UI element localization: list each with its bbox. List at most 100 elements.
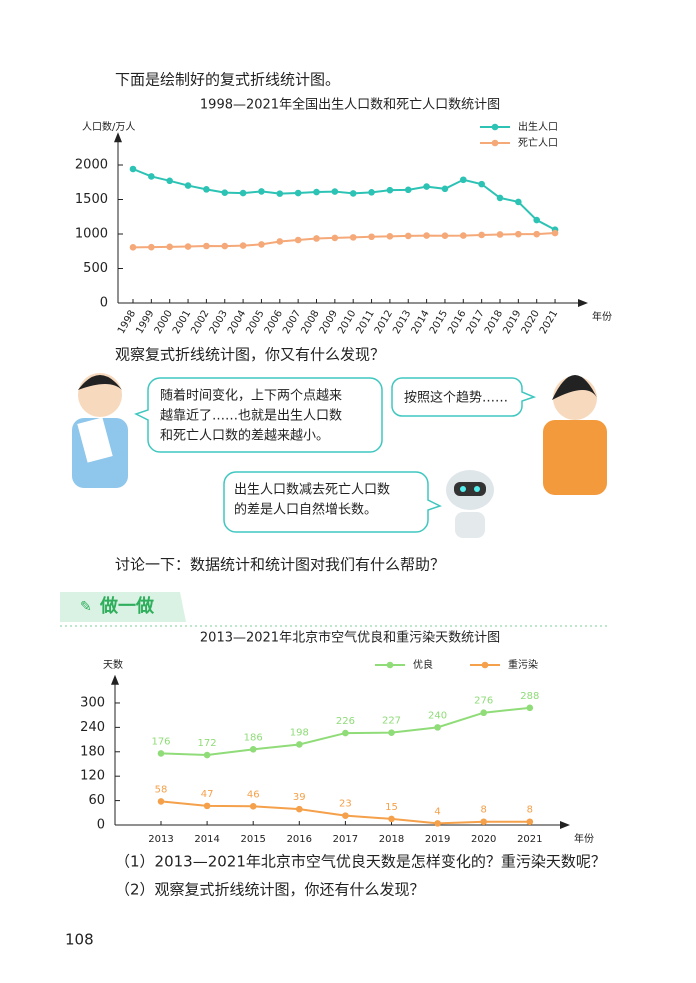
data-label: 186 xyxy=(244,732,263,743)
point xyxy=(368,189,375,196)
point xyxy=(515,198,522,206)
x-tick-label: 2017 xyxy=(333,834,358,845)
x-arrow xyxy=(578,299,588,307)
point xyxy=(184,243,192,250)
legend-label: 死亡人口 xyxy=(518,136,558,149)
point xyxy=(129,165,137,173)
boy-illustration xyxy=(72,373,128,488)
robot-illustration xyxy=(446,470,494,538)
section-title: 做一做 xyxy=(99,595,155,617)
y-tick-label: 180 xyxy=(80,744,105,759)
x-axis-label: 年份 xyxy=(574,832,594,845)
page-number: 108 xyxy=(65,931,94,949)
point xyxy=(276,238,284,245)
point xyxy=(423,183,430,190)
point xyxy=(313,188,320,196)
x-axis-label: 年份 xyxy=(592,310,612,323)
point xyxy=(480,709,488,717)
legend-point xyxy=(491,123,499,131)
data-label: 58 xyxy=(155,784,168,795)
legend-point xyxy=(491,139,499,147)
data-label: 8 xyxy=(481,805,487,816)
task: （2）观察复式折线统计图，你还有什么发现？ xyxy=(115,881,425,899)
point xyxy=(296,741,303,748)
x-arrow xyxy=(560,821,570,829)
point xyxy=(434,820,441,827)
y-arrow xyxy=(114,132,122,143)
point xyxy=(221,189,229,196)
data-label: 8 xyxy=(527,805,533,816)
point xyxy=(342,812,349,819)
point xyxy=(258,241,265,248)
point xyxy=(157,798,165,805)
data-label: 15 xyxy=(385,802,398,813)
point xyxy=(434,724,441,731)
legend-label: 重污染 xyxy=(508,658,538,671)
question: 观察复式折线统计图，你又有什么发现？ xyxy=(115,346,385,364)
y-axis-label: 人口数/万人 xyxy=(82,120,135,133)
legend-label: 优良 xyxy=(413,658,433,671)
point xyxy=(515,230,522,238)
point xyxy=(404,186,412,194)
series-line xyxy=(132,232,556,249)
task: （1）2013—2021年北京市空气优良天数是怎样变化的？重污染天数呢？ xyxy=(115,853,606,871)
y-tick-label: 300 xyxy=(80,695,105,710)
y-tick-label: 120 xyxy=(80,769,105,784)
point xyxy=(551,229,559,237)
chart-title: 1998—2021年全国出生人口数和死亡人口数统计图 xyxy=(200,97,500,113)
point xyxy=(239,189,247,197)
point xyxy=(221,242,229,250)
bubble-text: 的差是人口自然增长数。 xyxy=(234,502,377,518)
x-tick-label: 2015 xyxy=(240,834,265,845)
data-label: 47 xyxy=(201,789,214,800)
point xyxy=(148,243,155,251)
point xyxy=(296,805,303,813)
point xyxy=(184,182,192,189)
point xyxy=(480,818,488,826)
pencil-icon: ✎ xyxy=(80,599,92,615)
point xyxy=(386,233,394,240)
point xyxy=(533,216,540,224)
point xyxy=(388,815,395,823)
point xyxy=(342,729,349,737)
point xyxy=(148,173,155,180)
point xyxy=(249,802,257,810)
point xyxy=(331,188,339,195)
x-tick-label: 2016 xyxy=(287,834,312,845)
data-label: 226 xyxy=(336,716,355,727)
point xyxy=(239,242,247,249)
y-tick-label: 240 xyxy=(80,720,105,735)
y-tick-label: 1000 xyxy=(75,227,108,242)
data-label: 172 xyxy=(198,738,217,749)
point xyxy=(441,185,449,193)
data-label: 39 xyxy=(293,792,306,803)
point xyxy=(478,180,485,188)
point xyxy=(157,750,165,757)
y-tick-label: 500 xyxy=(83,261,108,276)
point xyxy=(526,704,534,712)
point xyxy=(203,242,210,250)
girl-illustration xyxy=(543,375,607,495)
bubble xyxy=(391,377,537,417)
point xyxy=(526,818,534,826)
point xyxy=(368,233,375,241)
point xyxy=(423,232,430,239)
point xyxy=(388,729,395,736)
point xyxy=(129,244,137,251)
point xyxy=(460,176,467,184)
series-line xyxy=(132,168,556,231)
intro: 下面是绘制好的复式折线统计图。 xyxy=(115,71,340,89)
data-label: 4 xyxy=(434,806,440,817)
point xyxy=(349,190,357,197)
bubble-text: 按照这个趋势…… xyxy=(404,390,508,406)
legend-point xyxy=(386,661,394,669)
data-label: 240 xyxy=(428,710,447,721)
bubble-text: 随着时间变化，上下两个点越来 xyxy=(160,388,342,404)
y-tick-label: 0 xyxy=(100,296,108,311)
point xyxy=(441,232,449,240)
point xyxy=(203,186,210,193)
x-tick-label: 2020 xyxy=(471,834,496,845)
section-banner xyxy=(60,592,186,622)
x-tick-label: 2021 xyxy=(517,834,542,845)
